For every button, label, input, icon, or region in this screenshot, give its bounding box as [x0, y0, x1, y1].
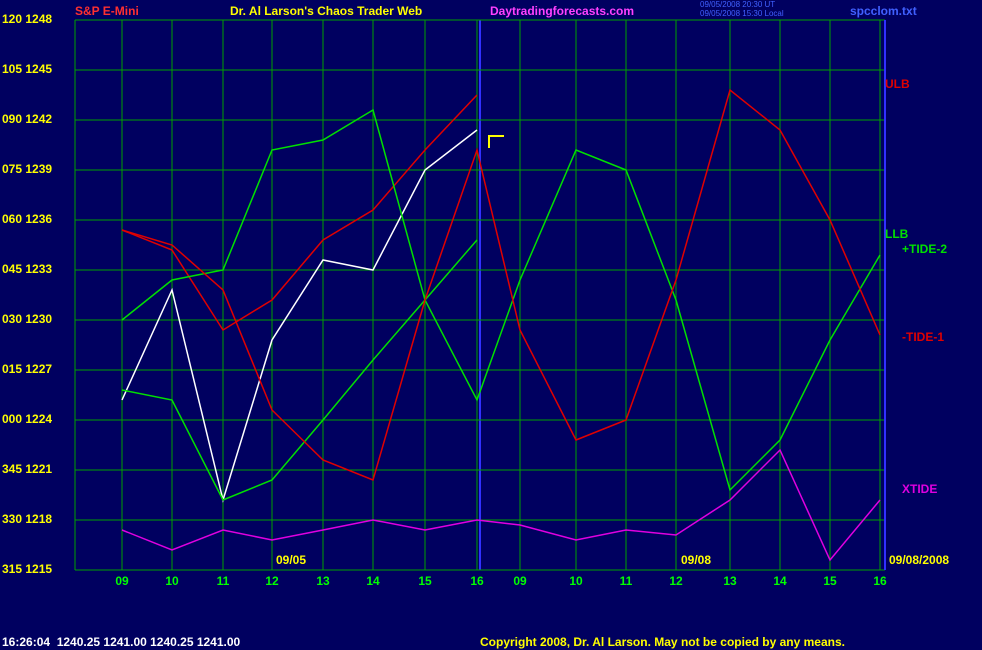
series-label: ULB [885, 77, 910, 91]
y-tick-label: 330 1218 [2, 512, 52, 526]
day-label: 09/05 [276, 553, 306, 567]
y-tick-label: 075 1239 [2, 162, 52, 176]
chart-title: Dr. Al Larson's Chaos Trader Web [230, 4, 422, 18]
y-tick-label: 345 1221 [2, 462, 52, 476]
y-tick-label: 090 1242 [2, 112, 52, 126]
x-tick-label: 10 [569, 574, 583, 588]
x-tick-label: 13 [316, 574, 330, 588]
series-label: +TIDE-2 [902, 242, 947, 256]
series-line [121, 94, 478, 332]
series-label: LLB [885, 227, 909, 241]
x-tick-label: 12 [669, 574, 683, 588]
x-tick-label: 16 [470, 574, 484, 588]
series-line [121, 239, 478, 501]
stamp-ut: 09/05/2008 20:30 UT [700, 0, 775, 9]
x-tick-label: 12 [265, 574, 279, 588]
x-tick-label: 10 [165, 574, 179, 588]
instrument: S&P E-Mini [75, 4, 139, 18]
y-tick-label: 015 1227 [2, 362, 52, 376]
file-name: spcclom.txt [850, 4, 917, 18]
x-tick-label: 11 [217, 574, 230, 588]
y-tick-label: 060 1236 [2, 212, 52, 226]
series-line [121, 108, 881, 492]
x-tick-label: 13 [723, 574, 737, 588]
y-tick-label: 120 1248 [2, 12, 52, 26]
cursor-marker [488, 135, 504, 148]
y-tick-label: 000 1224 [2, 412, 52, 426]
series-line [121, 448, 881, 562]
x-tick-label: 09 [115, 574, 129, 588]
x-tick-label: 16 [873, 574, 887, 588]
x-tick-label: 09 [513, 574, 527, 588]
y-tick-label: 045 1233 [2, 262, 52, 276]
y-tick-label: 315 1215 [2, 562, 52, 576]
series-label: XTIDE [902, 482, 937, 496]
series-line [121, 129, 478, 503]
stamp-local: 09/05/2008 15:30 Local [700, 9, 784, 18]
copyright: Copyright 2008, Dr. Al Larson. May not b… [480, 635, 845, 649]
y-tick-label: 030 1230 [2, 312, 52, 326]
x-tick-label: 15 [418, 574, 432, 588]
x-tick-label: 14 [366, 574, 380, 588]
x-tick-label: 11 [620, 574, 633, 588]
site: Daytradingforecasts.com [490, 4, 634, 18]
quote: 16:26:04 1240.25 1241.00 1240.25 1241.00 [2, 635, 241, 649]
series-line [121, 88, 881, 482]
x-tick-label: 14 [773, 574, 787, 588]
day-label: 09/08/2008 [889, 553, 949, 567]
y-tick-label: 105 1245 [2, 62, 52, 76]
x-tick-label: 15 [823, 574, 837, 588]
day-label: 09/08 [681, 553, 711, 567]
series-label: -TIDE-1 [902, 330, 944, 344]
